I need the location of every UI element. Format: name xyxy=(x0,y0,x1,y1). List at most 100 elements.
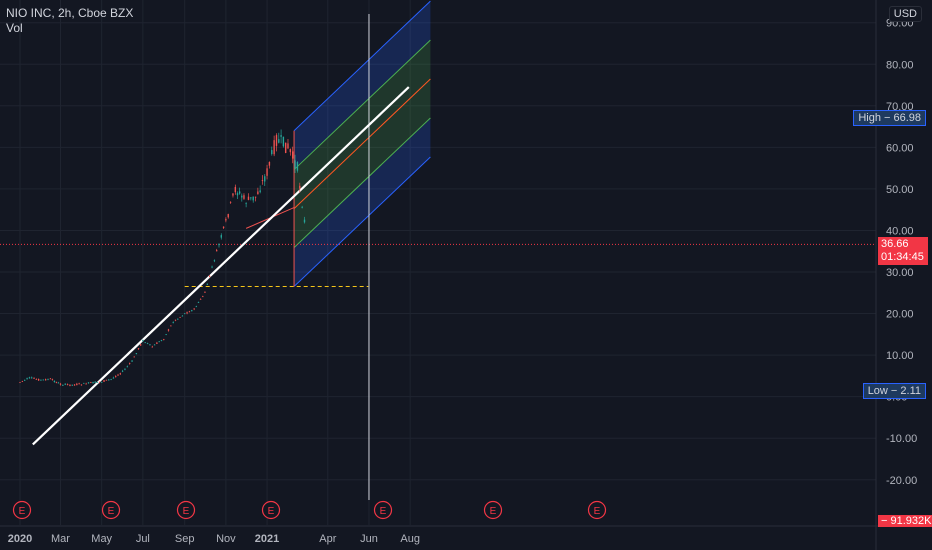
candle-body xyxy=(172,322,174,323)
x-tick-label: Jun xyxy=(360,533,378,545)
candle-body xyxy=(42,379,44,381)
earnings-event-circle xyxy=(261,500,281,520)
candle-body xyxy=(257,191,259,195)
pitchfork-line xyxy=(293,0,431,132)
candle-body xyxy=(142,339,144,342)
currency-button[interactable]: USD xyxy=(888,6,922,22)
candle-body xyxy=(44,379,47,381)
low-price-label: Low − 2.11 xyxy=(862,383,926,399)
candle-body xyxy=(87,382,90,384)
candle-body xyxy=(85,383,87,385)
y-tick-label: 10.00 xyxy=(886,350,914,362)
x-tick-label: 2021 xyxy=(255,533,279,545)
candle-body xyxy=(73,384,76,386)
candle-body xyxy=(80,384,83,386)
candle-body xyxy=(71,384,73,386)
earnings-event-marker[interactable]: E xyxy=(373,500,393,520)
candle-body xyxy=(229,201,232,203)
candle-body xyxy=(144,342,146,344)
candle-body xyxy=(174,319,177,321)
candle-body xyxy=(268,161,271,166)
candle-body xyxy=(188,311,191,313)
earnings-event-marker[interactable]: E xyxy=(176,500,196,520)
earnings-event-label: E xyxy=(380,506,387,517)
earnings-event-marker[interactable]: E xyxy=(101,500,121,520)
earnings-event-circle xyxy=(12,500,32,520)
candle-body xyxy=(100,381,103,383)
candle-body xyxy=(245,203,247,204)
candle-body xyxy=(57,382,60,384)
y-tick-label: 30.00 xyxy=(886,267,914,279)
earnings-event-circle xyxy=(176,500,196,520)
candle-body xyxy=(292,151,294,159)
earnings-event-label: E xyxy=(594,506,601,517)
pitchfork-line xyxy=(293,39,431,171)
candle-body xyxy=(55,382,58,383)
x-tick-label: Sep xyxy=(175,533,195,545)
x-tick-label: May xyxy=(91,533,112,545)
candle-body xyxy=(191,310,193,312)
candle-body xyxy=(287,143,289,149)
candle-body xyxy=(158,341,160,343)
candle-body xyxy=(124,368,126,370)
y-tick-label: -10.00 xyxy=(886,433,917,445)
chart-legend: NIO INC, 2h, Cboe BZX Vol xyxy=(6,6,133,36)
candle-body xyxy=(280,135,282,137)
earnings-event-circle xyxy=(587,500,607,520)
candle-body xyxy=(181,315,184,317)
candle-body xyxy=(215,250,218,252)
candle-body xyxy=(195,306,198,308)
pitchfork-line xyxy=(293,156,431,287)
candle-body xyxy=(284,142,287,153)
earnings-event-marker[interactable]: E xyxy=(261,500,281,520)
candle-body xyxy=(238,191,241,194)
symbol-title[interactable]: NIO INC, 2h, Cboe BZX xyxy=(6,6,134,20)
candle-body xyxy=(206,283,209,285)
candle-body xyxy=(26,378,28,380)
trend-line xyxy=(32,86,410,446)
grid xyxy=(0,0,876,525)
earnings-event-marker[interactable]: E xyxy=(12,500,32,520)
candle-body xyxy=(40,379,42,381)
candle-body xyxy=(289,149,292,153)
candle-body xyxy=(220,235,222,238)
candle-body xyxy=(299,185,301,189)
x-tick-label: Mar xyxy=(51,533,70,545)
candle-body xyxy=(94,381,96,383)
candle-body xyxy=(266,168,268,176)
candle-body xyxy=(208,276,211,277)
volume-indicator-label[interactable]: Vol xyxy=(6,21,23,35)
earnings-event-marker[interactable]: E xyxy=(483,500,503,520)
candle-body xyxy=(78,383,80,385)
drawings[interactable] xyxy=(0,0,876,500)
pitchfork-line xyxy=(293,78,431,209)
x-tick-label: Aug xyxy=(400,533,420,545)
y-tick-label: 50.00 xyxy=(886,184,914,196)
candle-body xyxy=(119,373,122,375)
candle-body xyxy=(117,374,119,376)
candle-body xyxy=(69,384,71,386)
candle-body xyxy=(90,382,92,383)
y-tick-label: 20.00 xyxy=(886,309,914,321)
candle-body xyxy=(76,383,78,386)
candle-body xyxy=(156,342,158,344)
candle-body xyxy=(273,140,275,155)
candle-body xyxy=(232,193,234,196)
candle-body xyxy=(204,291,206,293)
candle-body xyxy=(149,344,151,346)
candle-body xyxy=(202,296,204,298)
candle-body xyxy=(211,266,213,268)
price-series xyxy=(19,129,306,387)
last-price-tag: 36.66 01:34:45 xyxy=(878,237,928,265)
candle-body xyxy=(222,226,225,229)
candle-body xyxy=(19,382,21,383)
candle-body xyxy=(184,313,186,315)
candle-body xyxy=(271,150,273,155)
x-tick-label: Jul xyxy=(136,533,150,545)
earnings-event-marker[interactable]: E xyxy=(587,500,607,520)
candle-body xyxy=(243,195,245,199)
candle-body xyxy=(105,379,108,381)
candle-body xyxy=(254,196,257,198)
